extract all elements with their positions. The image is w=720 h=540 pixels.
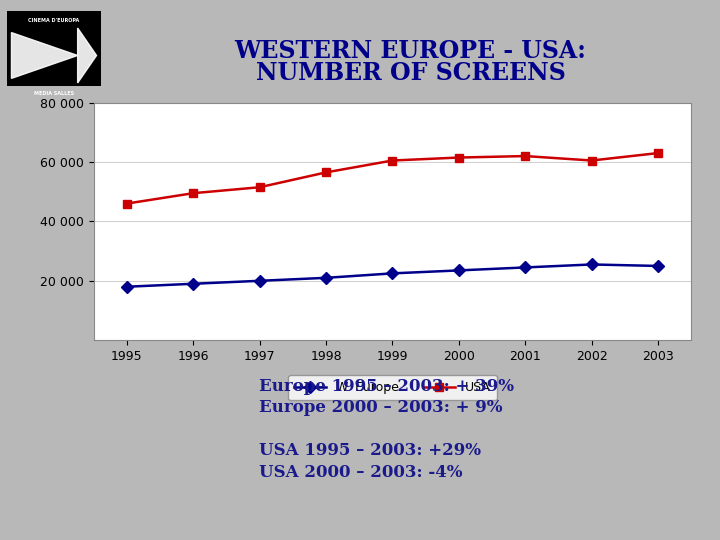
USA bbox=[521, 153, 529, 159]
W. Europe bbox=[322, 274, 330, 281]
Legend: W. Europe, USA: W. Europe, USA bbox=[288, 375, 497, 401]
Line: USA: USA bbox=[122, 149, 662, 208]
W. Europe bbox=[654, 262, 662, 269]
USA bbox=[588, 157, 596, 164]
W. Europe bbox=[256, 278, 264, 284]
Text: NUMBER OF SCREENS: NUMBER OF SCREENS bbox=[256, 61, 565, 85]
Text: USA 2000 – 2003: -4%: USA 2000 – 2003: -4% bbox=[259, 464, 463, 481]
W. Europe bbox=[521, 264, 529, 271]
W. Europe bbox=[388, 270, 397, 276]
Text: Europe 2000 – 2003: + 9%: Europe 2000 – 2003: + 9% bbox=[259, 399, 503, 416]
Text: USA 1995 – 2003: +29%: USA 1995 – 2003: +29% bbox=[259, 442, 481, 460]
W. Europe bbox=[588, 261, 596, 268]
USA bbox=[388, 157, 397, 164]
W. Europe bbox=[454, 267, 463, 274]
Polygon shape bbox=[78, 28, 96, 83]
USA bbox=[122, 200, 131, 207]
USA bbox=[256, 184, 264, 191]
Polygon shape bbox=[16, 14, 92, 23]
USA bbox=[654, 150, 662, 157]
Polygon shape bbox=[12, 32, 78, 78]
USA bbox=[322, 169, 330, 176]
Text: Europe 1995 – 2003: + 39%: Europe 1995 – 2003: + 39% bbox=[259, 377, 514, 395]
Text: MEDIA SALLES: MEDIA SALLES bbox=[34, 91, 74, 97]
Text: WESTERN EUROPE - USA:: WESTERN EUROPE - USA: bbox=[235, 39, 586, 63]
USA bbox=[189, 190, 197, 197]
Text: CINEMA D'EUROPA: CINEMA D'EUROPA bbox=[28, 18, 80, 23]
W. Europe bbox=[122, 284, 131, 290]
USA bbox=[454, 154, 463, 161]
W. Europe bbox=[189, 281, 197, 287]
Line: W. Europe: W. Europe bbox=[122, 260, 662, 291]
